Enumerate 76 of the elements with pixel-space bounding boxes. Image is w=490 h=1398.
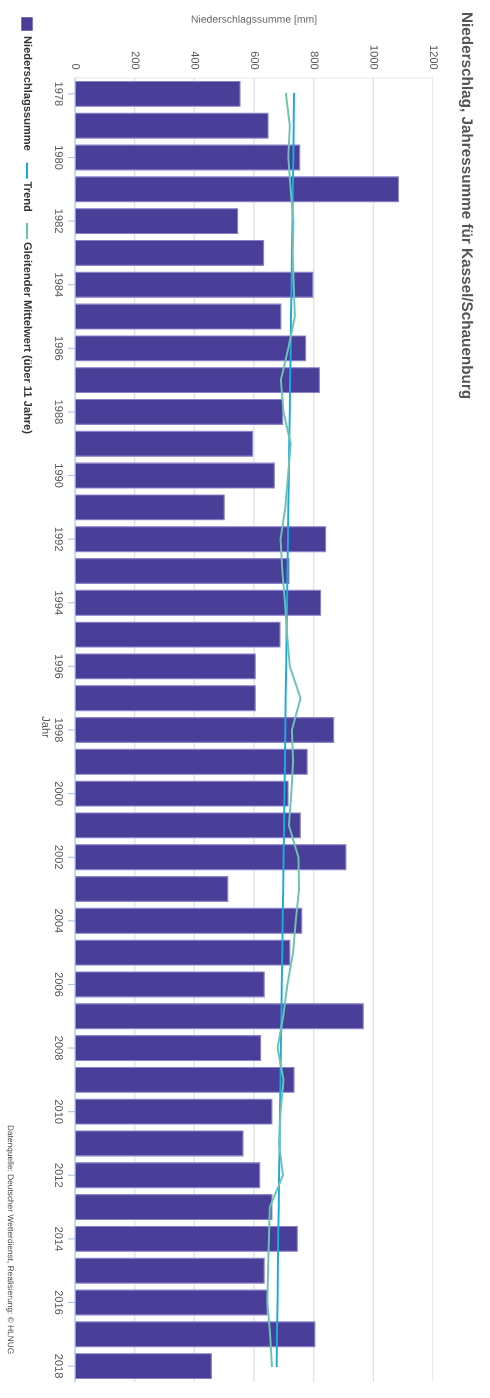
x-tick-label: 0 [72, 63, 80, 70]
bar [75, 558, 290, 584]
y-tick-label: 2014 [55, 1227, 63, 1251]
bar [75, 1353, 212, 1380]
legend-label: Gleitender Mittelwert (über 11 Jahre) [21, 242, 33, 434]
x-tick-label: 600 [251, 51, 259, 70]
legend-label: Trend [24, 181, 33, 212]
x-tick-label: 400 [191, 51, 200, 70]
bar [75, 685, 256, 712]
y-tick-label: 2002 [55, 845, 63, 870]
bar [75, 367, 320, 394]
bar [75, 112, 269, 139]
bar [75, 971, 265, 998]
bar [75, 1289, 268, 1316]
y-tick-label: 1992 [55, 527, 63, 551]
x-tick-label: 1200 [430, 45, 438, 70]
bar [75, 589, 322, 616]
y-tick-label: 2006 [55, 972, 63, 997]
y-tick-label: 1990 [55, 464, 63, 488]
y-tick-label: 1994 [55, 591, 63, 615]
bar [75, 748, 308, 775]
bar [75, 812, 301, 839]
y-tick-label: 1978 [55, 82, 63, 106]
bar [75, 907, 303, 934]
x-tick-label: 1000 [370, 45, 379, 70]
bar [75, 494, 225, 521]
bar [75, 1066, 295, 1093]
bar [75, 1257, 265, 1284]
legend-label: Niederschlagssumme [21, 36, 33, 151]
y-tick-label: 1984 [55, 273, 63, 297]
bar [75, 1321, 316, 1348]
y-axis-title: Jahr [42, 716, 51, 738]
x-axis-title: Niederschlagssumme [mm] [191, 15, 317, 25]
bar [75, 335, 307, 362]
bar [75, 653, 256, 680]
y-tick-label: 1998 [55, 718, 63, 742]
y-tick-label: 1988 [55, 400, 63, 424]
bar [75, 1003, 364, 1030]
x-tick-label: 800 [310, 51, 319, 70]
y-tick-label: 2000 [55, 781, 63, 806]
y-tick-label: 2004 [55, 909, 63, 933]
bar [75, 1130, 244, 1157]
bar [75, 1194, 273, 1221]
bar [75, 526, 327, 553]
bar [75, 1098, 273, 1125]
bar [75, 239, 265, 266]
x-tick-label: 200 [131, 51, 140, 70]
text: Datenquelle: Deutscher Wetterdienst, Realisierung: © HLNUG [6, 1125, 14, 1354]
bar [75, 1225, 298, 1252]
text: Niederschlag, Jahressumme für Kassel/Schauenburg [458, 13, 474, 399]
bar [75, 208, 239, 235]
bar [75, 876, 229, 902]
bar [75, 939, 291, 966]
bar [75, 398, 284, 425]
y-tick-label: 2016 [55, 1290, 63, 1315]
bar [75, 303, 282, 330]
bar [75, 176, 399, 203]
y-tick-label: 2008 [55, 1036, 63, 1060]
bar [75, 621, 281, 648]
y-tick-label: 2010 [55, 1099, 63, 1124]
bar [75, 430, 254, 457]
y-tick-label: 1980 [55, 146, 63, 170]
bar [75, 80, 241, 107]
bar [75, 1162, 261, 1189]
y-tick-label: 2012 [55, 1163, 63, 1188]
bar [75, 780, 289, 807]
bar [75, 717, 335, 743]
y-tick-label: 1996 [55, 654, 63, 679]
bar [75, 144, 301, 171]
y-tick-label: 2018 [55, 1354, 63, 1378]
y-tick-label: 1986 [55, 336, 63, 361]
bar [75, 462, 275, 489]
bar [75, 844, 347, 871]
bar [75, 271, 314, 298]
bar [75, 1035, 262, 1062]
y-tick-label: 1982 [55, 209, 63, 233]
